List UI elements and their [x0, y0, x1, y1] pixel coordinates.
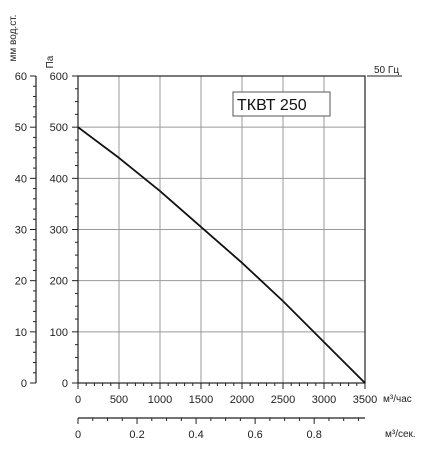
pressure-tick-label: 100 — [50, 327, 68, 339]
title-box — [232, 91, 331, 117]
flow-hour-tick-label: 1000 — [148, 394, 172, 406]
flow-hour-tick-label: 1500 — [189, 394, 213, 406]
chart-title: ТКВТ 250 — [237, 97, 307, 114]
water-column-unit: мм вод.ст. — [8, 15, 19, 62]
grid — [78, 76, 365, 383]
water-column-tick-label: 40 — [15, 173, 27, 185]
flow-hour-tick-label: 3500 — [353, 394, 377, 406]
water-column-tick-label: 50 — [15, 122, 27, 134]
pressure-tick-label: 0 — [62, 378, 68, 390]
performance-curve — [77, 126, 366, 384]
flow-sec-unit: м³/сек. — [385, 429, 416, 440]
pressure-axis: 0 100 200 300 400 500 600 — [50, 71, 78, 390]
flow-hour-tick-label: 3000 — [312, 394, 336, 406]
flow-sec-tick-label: 0.2 — [129, 429, 144, 441]
water-column-tick-label: 0 — [21, 378, 27, 390]
water-column-tick-label: 10 — [15, 327, 27, 339]
flow-hour-tick-label: 2500 — [271, 394, 295, 406]
pressure-tick-label: 300 — [50, 225, 68, 237]
water-column-axis: 0 10 20 30 40 50 60 — [15, 71, 37, 390]
pressure-unit: Па — [45, 55, 56, 68]
water-column-tick-label: 60 — [15, 71, 27, 83]
series-line — [77, 126, 366, 384]
flow-sec-tick-label: 0 — [75, 429, 81, 441]
flow-hour-tick-label: 2000 — [230, 394, 254, 406]
flow-sec-tick-label: 0.6 — [247, 429, 262, 441]
pressure-tick-label: 500 — [50, 122, 68, 134]
flow-hour-tick-label: 500 — [110, 394, 128, 406]
pressure-tick-label: 600 — [50, 71, 68, 83]
water-column-tick-label: 30 — [15, 225, 27, 237]
flow-hour-tick-label: 0 — [75, 394, 81, 406]
flow-sec-tick-label: 0.8 — [307, 429, 322, 441]
flow-per-second-axis: 0 0.2 0.4 0.6 0.8 — [75, 417, 365, 441]
pressure-tick-label: 400 — [50, 173, 68, 185]
flow-per-hour-axis: 0 500 1000 1500 2000 2500 3000 3500 — [75, 383, 377, 406]
pressure-tick-label: 200 — [50, 276, 68, 288]
water-column-tick-label: 20 — [15, 276, 27, 288]
flow-sec-tick-label: 0.4 — [188, 429, 203, 441]
frequency-label: 50 Гц — [374, 65, 399, 76]
flow-hour-unit: м³/час — [383, 394, 412, 405]
